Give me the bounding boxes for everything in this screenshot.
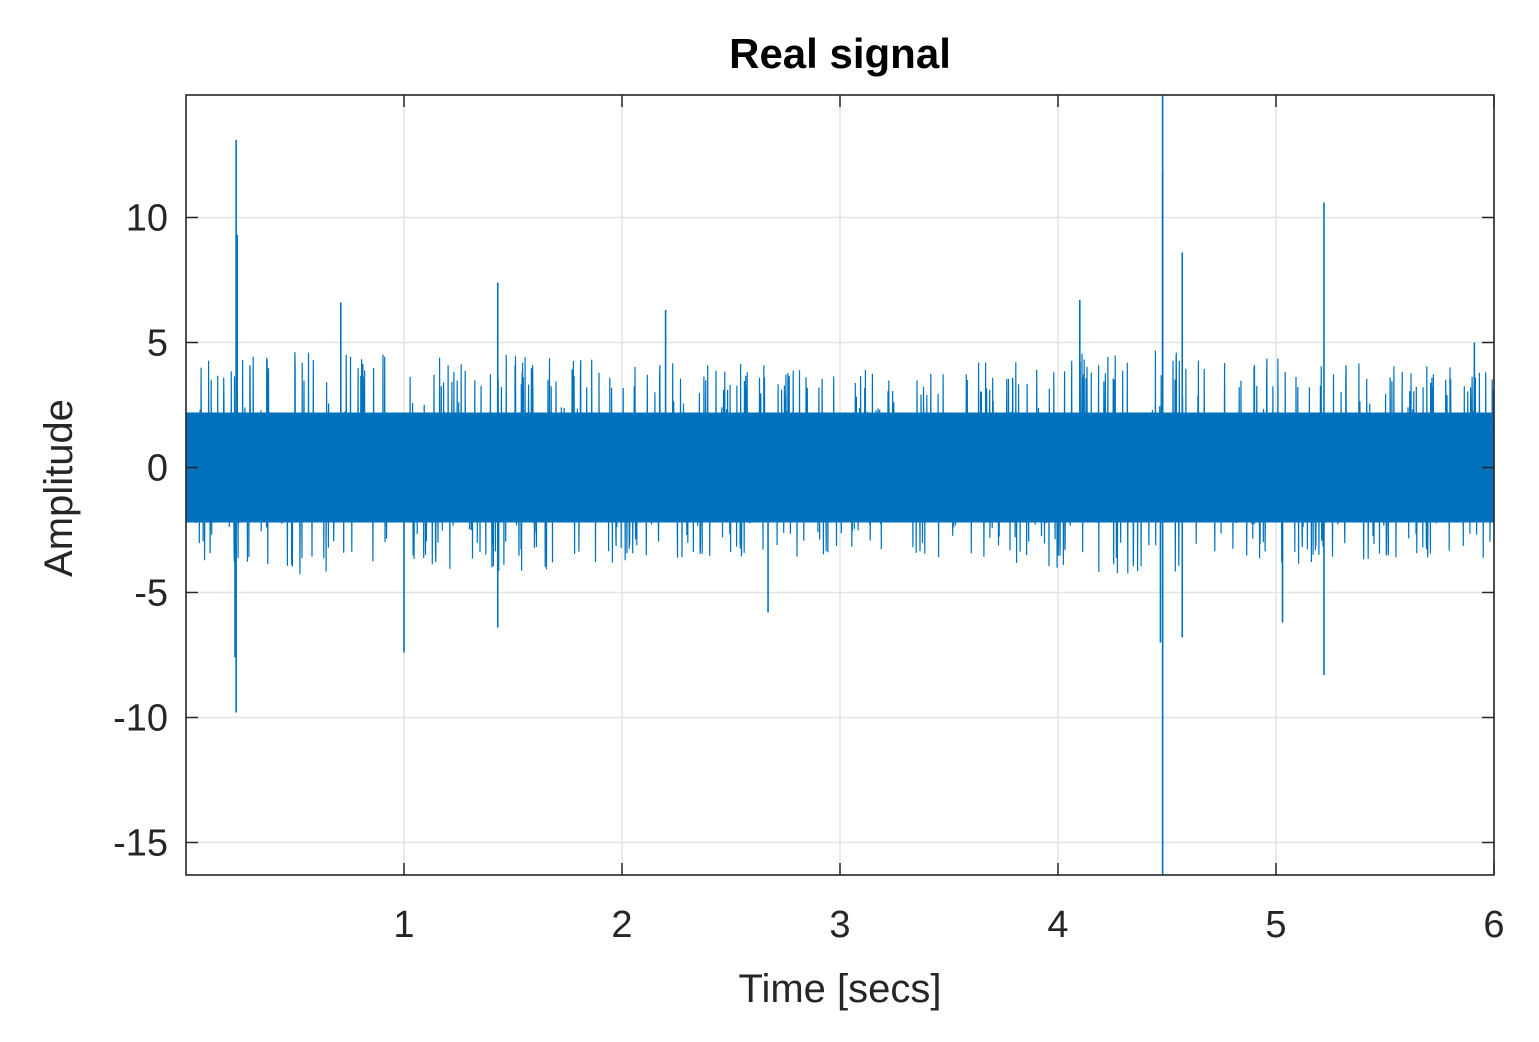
x-axis-ticks: 1 2 3 4 5 6 [393, 95, 1505, 946]
x-tick-label: 1 [393, 904, 414, 946]
x-tick-label: 2 [611, 904, 632, 946]
x-axis-label: Time [secs] [739, 967, 942, 1011]
y-tick-label: -5 [134, 573, 168, 615]
x-tick-label: 5 [1265, 904, 1286, 946]
x-tick-label: 4 [1047, 904, 1068, 946]
y-tick-label: -10 [113, 698, 168, 740]
y-tick-label: 5 [147, 323, 168, 365]
y-tick-label: -15 [113, 823, 168, 865]
y-tick-label: 10 [126, 198, 168, 240]
y-axis-ticks: -15 -10 -5 0 5 10 [113, 198, 1494, 865]
x-tick-label: 3 [829, 904, 850, 946]
x-tick-label: 6 [1483, 904, 1504, 946]
signal-series [185, 95, 1495, 875]
y-tick-label: 0 [147, 448, 168, 490]
signal-core-band [186, 412, 1494, 523]
y-axis-label: Amplitude [37, 399, 81, 577]
chart-title: Real signal [729, 30, 951, 77]
